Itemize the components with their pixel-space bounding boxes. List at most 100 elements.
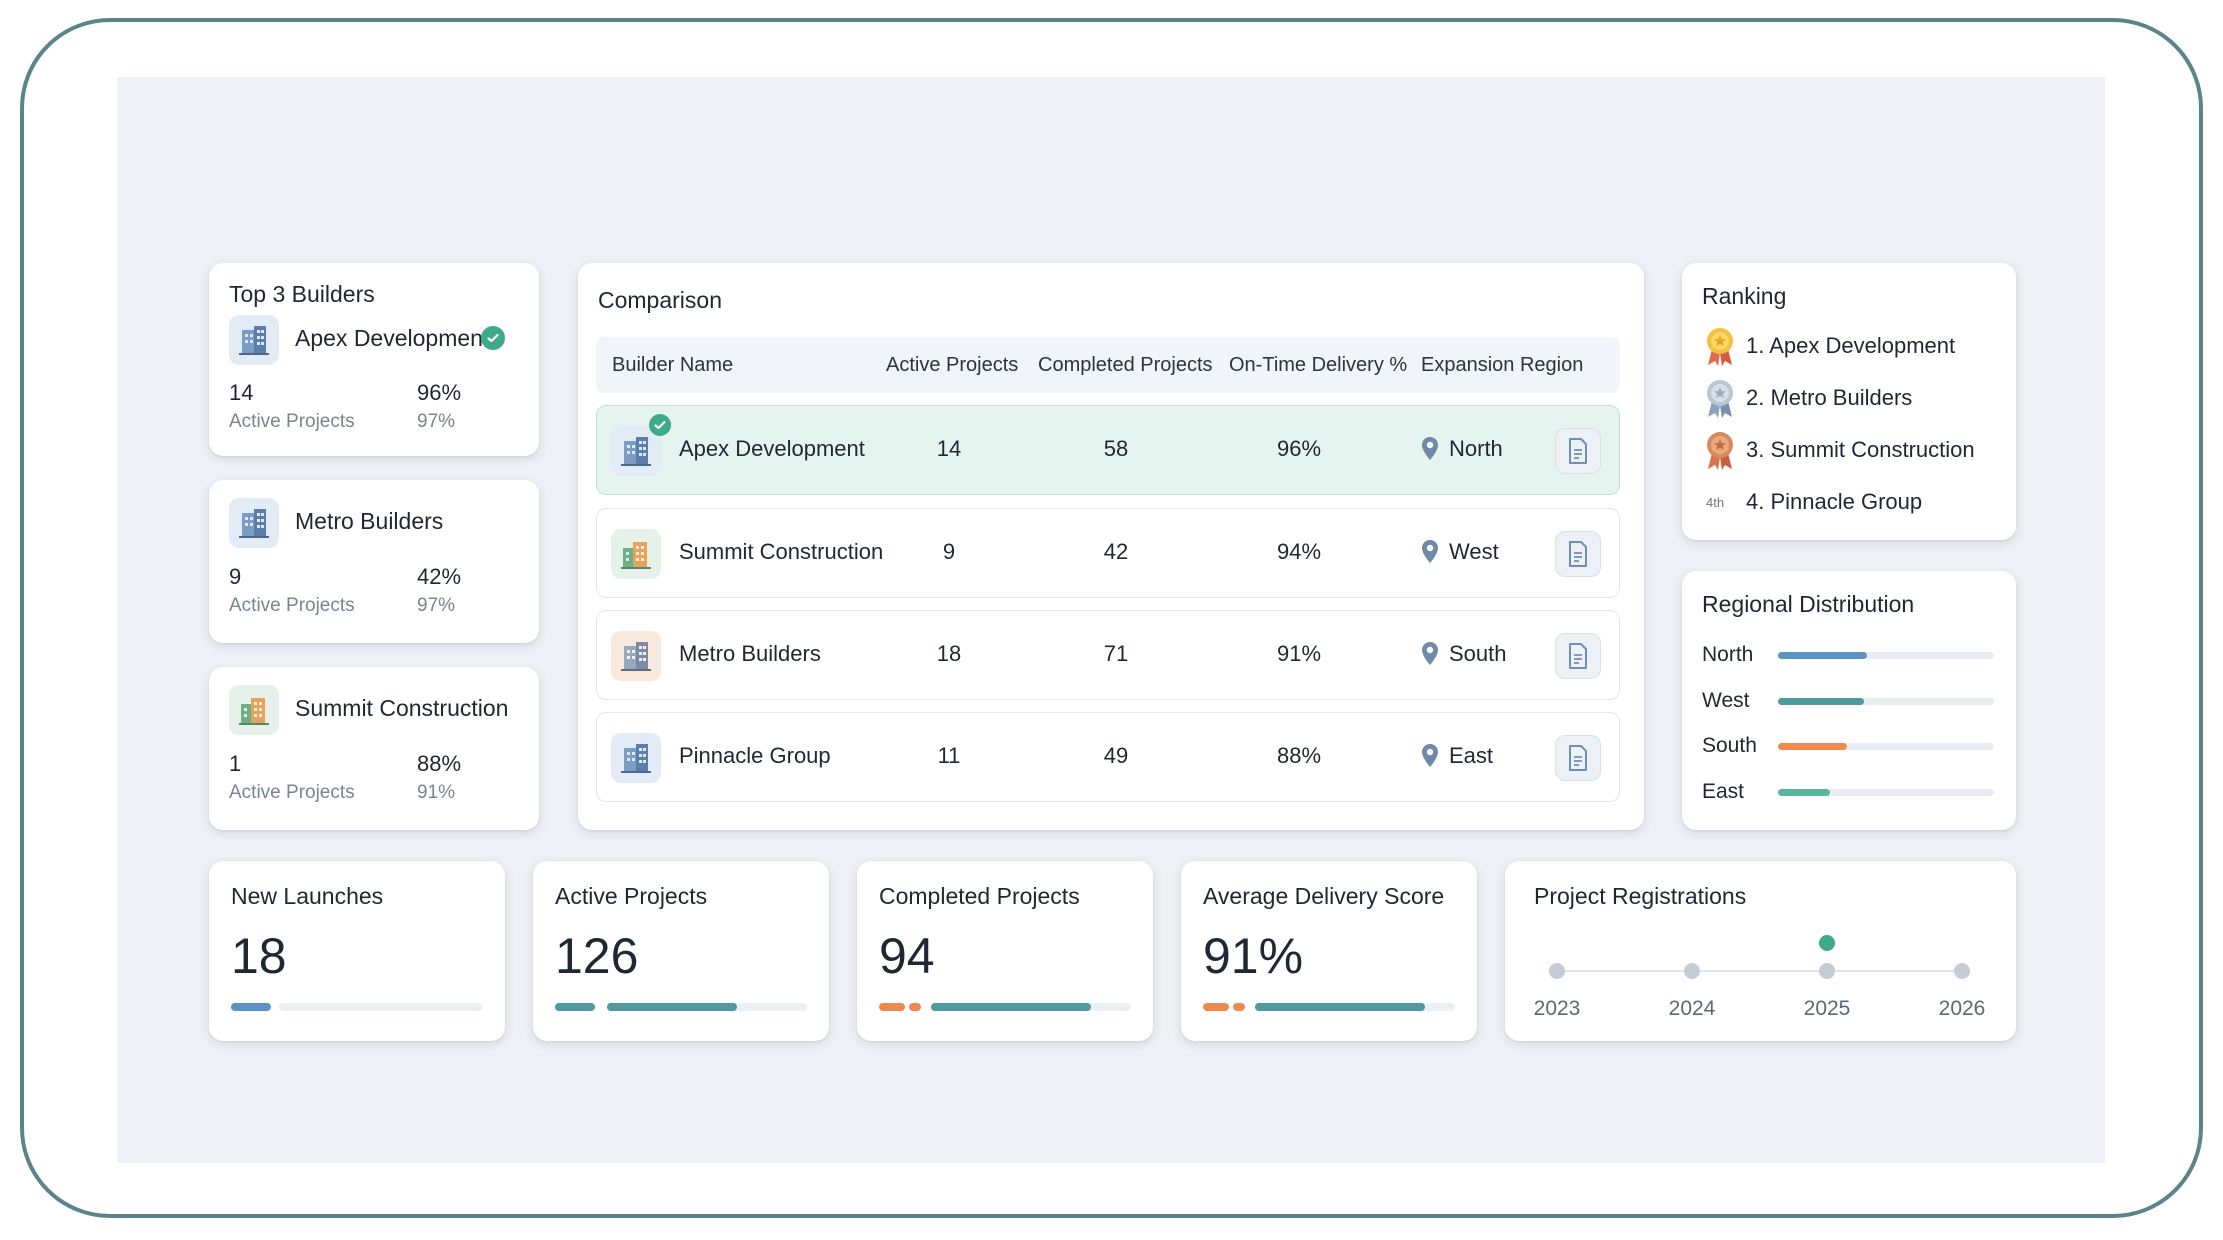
kpi-value: 126 bbox=[555, 928, 639, 984]
table-row[interactable]: Apex Development 14 58 96% North bbox=[596, 405, 1620, 495]
builder-card-apex[interactable]: Top 3 Builders Apex Development 14 96% A… bbox=[209, 263, 539, 456]
cell-expansion-region: East bbox=[1449, 743, 1494, 768]
building-icon bbox=[611, 733, 661, 783]
ranking-label: 2. Metro Builders bbox=[1746, 385, 1913, 410]
project-registrations-title: Project Registrations bbox=[1534, 883, 1747, 909]
silver-medal-icon bbox=[1707, 380, 1733, 418]
table-row[interactable]: Summit Construction 9 42 94% West bbox=[596, 508, 1620, 598]
document-button[interactable] bbox=[1555, 428, 1601, 474]
kpi-label: Active Projects bbox=[555, 883, 708, 909]
timeline-dot[interactable] bbox=[1549, 963, 1565, 979]
builder-percent: 96% bbox=[417, 380, 462, 405]
region-bar-west bbox=[1778, 698, 1994, 705]
builder-sub-percent: 91% bbox=[417, 782, 456, 803]
gold-medal-icon bbox=[1707, 328, 1733, 366]
timeline-line bbox=[1557, 970, 1967, 972]
timeline-dot[interactable] bbox=[1819, 963, 1835, 979]
kpi-progress-segment bbox=[1233, 1003, 1245, 1011]
active-projects-label: Active Projects bbox=[229, 595, 355, 616]
cell-builder-name: Metro Builders bbox=[679, 641, 821, 666]
kpi-progress-segment bbox=[231, 1003, 271, 1011]
comparison-table-header: Builder Name Active Projects Completed P… bbox=[596, 337, 1620, 393]
active-projects-count: 14 bbox=[229, 380, 254, 405]
region-label-west: West bbox=[1702, 689, 1750, 712]
ranking-item[interactable]: 2. Metro Builders bbox=[1702, 377, 2002, 418]
column-header-expansion-region[interactable]: Expansion Region bbox=[1421, 354, 1584, 376]
building-icon bbox=[611, 426, 661, 476]
cell-expansion-region: South bbox=[1449, 641, 1507, 666]
verified-check-icon bbox=[481, 326, 505, 350]
builder-sub-percent: 97% bbox=[417, 595, 456, 616]
builder-card-summit[interactable]: Summit Construction 1 88% Active Project… bbox=[209, 667, 539, 830]
builder-sub-percent: 97% bbox=[417, 411, 456, 432]
kpi-card-completed-projects[interactable]: Completed Projects 94 bbox=[857, 861, 1153, 1041]
document-icon bbox=[1569, 541, 1587, 567]
builder-card-metro[interactable]: Metro Builders 9 42% Active Projects 97% bbox=[209, 480, 539, 643]
dashboard-canvas: Top 3 Builders Apex Development 14 96% A… bbox=[117, 77, 2105, 1163]
kpi-label: Completed Projects bbox=[879, 883, 1080, 909]
cell-expansion-region: North bbox=[1449, 436, 1503, 461]
table-row[interactable]: Metro Builders 18 71 91% South bbox=[596, 610, 1620, 700]
bronze-medal-icon bbox=[1707, 432, 1733, 470]
building-icon bbox=[611, 529, 661, 579]
building-icon bbox=[229, 498, 279, 548]
column-header-active-projects[interactable]: Active Projects bbox=[886, 354, 1019, 376]
builder-percent: 42% bbox=[417, 564, 462, 589]
column-header-completed-projects[interactable]: Completed Projects bbox=[1038, 354, 1213, 376]
ranking-label: 3. Summit Construction bbox=[1746, 437, 1975, 462]
kpi-progress-segment bbox=[931, 1003, 1091, 1011]
kpi-label: Average Delivery Score bbox=[1203, 883, 1445, 909]
kpi-card-active-projects[interactable]: Active Projects 126 bbox=[533, 861, 829, 1041]
ranking-item[interactable]: 3. Summit Construction bbox=[1702, 429, 2002, 470]
active-projects-label: Active Projects bbox=[229, 782, 355, 803]
cell-on-time-delivery: 88% bbox=[1276, 743, 1322, 768]
location-pin-icon bbox=[1422, 540, 1438, 563]
comparison-title: Comparison bbox=[598, 287, 722, 313]
fourth-place-badge: 4th bbox=[1706, 495, 1725, 510]
regional-distribution-card: Regional Distribution North West South E… bbox=[1682, 571, 2016, 830]
timeline-dot[interactable] bbox=[1684, 963, 1700, 979]
kpi-progress-segment bbox=[879, 1003, 905, 1011]
cell-on-time-delivery: 94% bbox=[1276, 539, 1322, 564]
kpi-progress-segment bbox=[555, 1003, 595, 1011]
region-bar-fill bbox=[1778, 652, 1867, 659]
ranking-item[interactable]: 4th 4. Pinnacle Group bbox=[1702, 481, 2002, 521]
timeline-year: 2026 bbox=[1938, 997, 1986, 1020]
cell-completed-projects: 42 bbox=[1103, 539, 1129, 564]
timeline-dot[interactable] bbox=[1954, 963, 1970, 979]
cell-active-projects: 18 bbox=[936, 641, 962, 666]
builder-name: Metro Builders bbox=[295, 508, 444, 534]
cell-active-projects: 9 bbox=[942, 539, 956, 564]
ranking-label: 1. Apex Development bbox=[1746, 333, 1956, 358]
region-bar-fill bbox=[1778, 743, 1848, 750]
builder-percent: 88% bbox=[417, 751, 462, 776]
comparison-card: Comparison Builder Name Active Projects … bbox=[578, 263, 1644, 830]
document-button[interactable] bbox=[1555, 531, 1601, 577]
column-header-builder-name[interactable]: Builder Name bbox=[612, 354, 734, 376]
location-pin-icon bbox=[1422, 642, 1438, 665]
column-header-on-time-delivery[interactable]: On-Time Delivery % bbox=[1229, 354, 1408, 376]
ranking-item[interactable]: 1. Apex Development bbox=[1702, 325, 2002, 366]
kpi-value: 18 bbox=[231, 928, 287, 984]
region-bar-south bbox=[1778, 743, 1994, 750]
document-button[interactable] bbox=[1555, 633, 1601, 679]
building-icon bbox=[229, 685, 279, 735]
building-icon bbox=[611, 631, 661, 681]
active-projects-count: 9 bbox=[229, 564, 242, 589]
kpi-progress-track bbox=[279, 1003, 483, 1011]
kpi-card-new-launches[interactable]: New Launches 18 bbox=[209, 861, 505, 1041]
ranking-label: 4. Pinnacle Group bbox=[1746, 489, 1923, 514]
location-pin-icon bbox=[1422, 437, 1438, 460]
cell-on-time-delivery: 96% bbox=[1276, 436, 1322, 461]
active-projects-label: Active Projects bbox=[229, 411, 355, 432]
region-label-south: South bbox=[1702, 734, 1757, 757]
kpi-value: 91% bbox=[1203, 928, 1304, 984]
cell-active-projects: 11 bbox=[937, 743, 961, 768]
cell-expansion-region: West bbox=[1449, 539, 1499, 564]
region-label-east: East bbox=[1702, 780, 1745, 803]
kpi-card-average-delivery-score[interactable]: Average Delivery Score 91% bbox=[1181, 861, 1477, 1041]
table-row[interactable]: Pinnacle Group 11 49 88% East bbox=[596, 712, 1620, 802]
cell-completed-projects: 71 bbox=[1103, 641, 1129, 666]
document-button[interactable] bbox=[1555, 735, 1601, 781]
builder-name: Summit Construction bbox=[295, 695, 509, 721]
